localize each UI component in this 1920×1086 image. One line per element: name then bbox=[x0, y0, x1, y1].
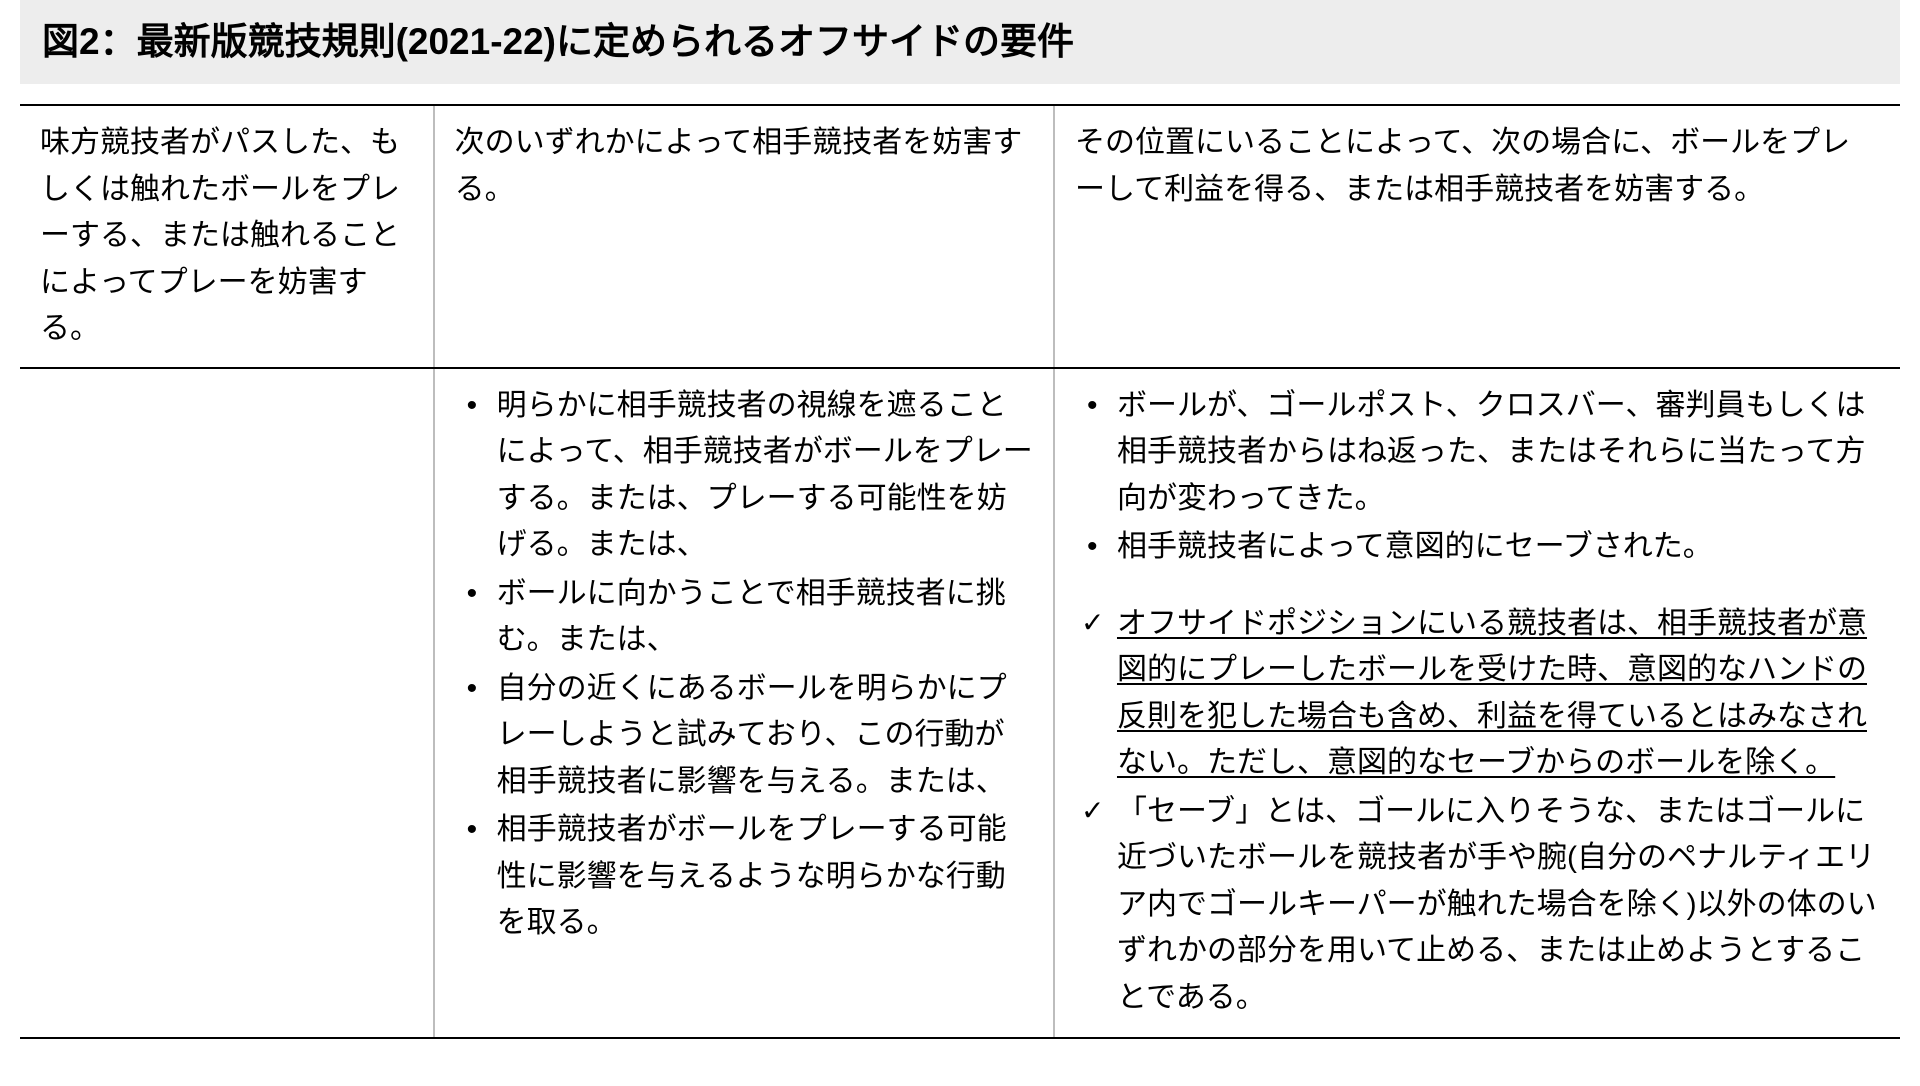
table-header-row: 味方競技者がパスした、もしくは触れたボールをプレーする、または触れることによって… bbox=[20, 105, 1900, 368]
body-cell-2: 明らかに相手競技者の視線を遮ることによって、相手競技者がボールをプレーする。また… bbox=[434, 368, 1054, 1039]
list-item: 明らかに相手競技者の視線を遮ることによって、相手競技者がボールをプレーする。また… bbox=[455, 383, 1033, 569]
list-item: 相手競技者がボールをプレーする可能性に影響を与えるような明らかな行動を取る。 bbox=[455, 807, 1033, 947]
header-cell-1: 味方競技者がパスした、もしくは触れたボールをプレーする、または触れることによって… bbox=[20, 105, 434, 368]
offside-table: 味方競技者がパスした、もしくは触れたボールをプレーする、または触れることによって… bbox=[20, 104, 1900, 1039]
figure-title: 図2：最新版競技規則(2021-22)に定められるオフサイドの要件 bbox=[20, 0, 1900, 84]
list-item: 相手競技者によって意図的にセーブされた。 bbox=[1075, 524, 1880, 571]
list-item: 「セーブ」とは、ゴールに入りそうな、またはゴールに近づいたボールを競技者が手や腕… bbox=[1075, 789, 1880, 1022]
c3-check-list: オフサイドポジションにいる競技者は、相手競技者が意図的にプレーしたボールを受けた… bbox=[1075, 601, 1880, 1022]
page: 図2：最新版競技規則(2021-22)に定められるオフサイドの要件 味方競技者が… bbox=[0, 0, 1920, 1079]
list-item: ボールが、ゴールポスト、クロスバー、審判員もしくは相手競技者からはね返った、また… bbox=[1075, 383, 1880, 523]
c3-bullet-list: ボールが、ゴールポスト、クロスバー、審判員もしくは相手競技者からはね返った、また… bbox=[1075, 383, 1880, 571]
body-cell-1 bbox=[20, 368, 434, 1039]
underlined-text: オフサイドポジションにいる競技者は、相手競技者が意図的にプレーしたボールを受けた… bbox=[1117, 607, 1867, 780]
header-cell-2: 次のいずれかによって相手競技者を妨害する。 bbox=[434, 105, 1054, 368]
spacer bbox=[1075, 573, 1880, 601]
c2-bullet-list: 明らかに相手競技者の視線を遮ることによって、相手競技者がボールをプレーする。また… bbox=[455, 383, 1033, 947]
list-item: ボールに向かうことで相手競技者に挑む。または、 bbox=[455, 571, 1033, 664]
list-item: 自分の近くにあるボールを明らかにプレーしようと試みており、この行動が相手競技者に… bbox=[455, 666, 1033, 806]
body-cell-3: ボールが、ゴールポスト、クロスバー、審判員もしくは相手競技者からはね返った、また… bbox=[1054, 368, 1900, 1039]
header-cell-3: その位置にいることによって、次の場合に、ボールをプレーして利益を得る、または相手… bbox=[1054, 105, 1900, 368]
list-item: オフサイドポジションにいる競技者は、相手競技者が意図的にプレーしたボールを受けた… bbox=[1075, 601, 1880, 787]
table-body-row: 明らかに相手競技者の視線を遮ることによって、相手競技者がボールをプレーする。また… bbox=[20, 368, 1900, 1039]
